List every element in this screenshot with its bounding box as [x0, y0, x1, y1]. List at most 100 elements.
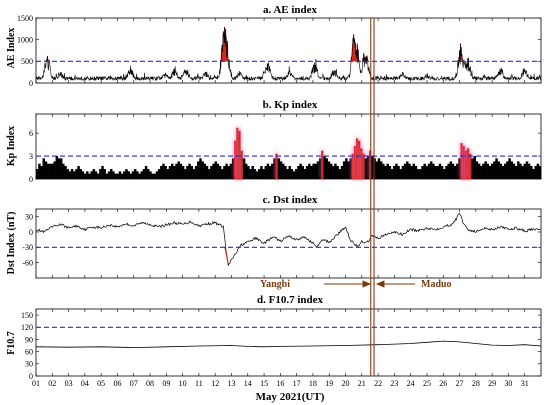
kp-bar — [403, 163, 407, 179]
kp-bar-storm — [466, 148, 470, 179]
kp-bar — [75, 169, 78, 179]
ae-panel-title: a. AE index — [263, 4, 318, 16]
kp-bar — [173, 166, 176, 179]
ae-ytick-label: 500 — [21, 57, 33, 66]
kp-bar — [338, 169, 342, 179]
kp-bar — [157, 169, 161, 179]
kp-bar — [382, 163, 385, 179]
kp-bar — [312, 163, 315, 179]
kp-bar — [125, 169, 128, 179]
x-tick-label: 27 — [456, 379, 464, 388]
kp-ytick-label: 3 — [29, 152, 33, 161]
kp-bar — [92, 169, 96, 179]
kp-bar — [375, 161, 379, 179]
kp-bar — [166, 169, 170, 179]
x-tick-label: 14 — [244, 379, 252, 388]
kp-bar — [530, 166, 533, 179]
kp-bar — [410, 166, 413, 179]
dst-plot: -60 -30 0 30 — [22, 208, 542, 279]
x-tick-label: 04 — [81, 379, 89, 388]
kp-bar — [408, 163, 411, 179]
kp-bar — [181, 166, 185, 179]
kp-bar — [384, 166, 387, 179]
kp-bar — [471, 158, 474, 179]
x-tick-label: 17 — [293, 379, 301, 388]
kp-ylabel: Kp Index — [6, 126, 17, 166]
dst-ytick-label: 0 — [29, 228, 33, 237]
ae-plot: 0 500 1000 1500 — [17, 14, 542, 88]
kp-bar-storm — [360, 148, 363, 179]
kp-bar — [81, 171, 85, 179]
kp-ytick-label: 0 — [29, 175, 33, 184]
kp-bar — [242, 158, 246, 179]
kp-bar — [133, 169, 137, 179]
kp-bar — [490, 163, 494, 179]
kp-bar — [303, 169, 307, 179]
kp-bar — [77, 166, 80, 179]
kp-bar — [436, 166, 439, 179]
kp-bar — [201, 161, 204, 179]
x-tick-label: 26 — [439, 379, 447, 388]
x-tick-label: 24 — [407, 379, 415, 388]
dst-frame — [35, 208, 542, 279]
kp-bar — [96, 173, 100, 179]
kp-bar — [120, 173, 124, 179]
kp-plot: 0 3 6 — [29, 113, 542, 184]
kp-bar — [51, 163, 54, 179]
kp-bar — [260, 166, 263, 179]
kp-bar — [59, 158, 63, 179]
kp-bar — [264, 166, 268, 179]
kp-bar — [323, 156, 326, 179]
kp-bar — [90, 171, 93, 179]
kp-bar — [399, 169, 402, 179]
kp-bar — [255, 171, 259, 179]
kp-bar — [342, 161, 346, 179]
kp-bar — [443, 169, 446, 179]
kp-bar-storm — [351, 153, 354, 179]
kp-bar — [203, 163, 207, 179]
kp-bar — [532, 169, 535, 179]
kp-bar-storm — [460, 143, 463, 179]
kp-bar — [284, 166, 287, 179]
f107-ytick-label: 150 — [21, 311, 33, 320]
kp-bar — [197, 161, 200, 179]
yangbi-arrow — [324, 280, 372, 288]
kp-bar — [44, 161, 48, 179]
kp-bar — [482, 163, 485, 179]
kp-bar — [127, 171, 130, 179]
kp-bar — [373, 158, 376, 179]
dst-series-line — [35, 213, 541, 267]
kp-bar — [527, 163, 531, 179]
kp-bar — [86, 171, 89, 179]
x-tick-label: 23 — [390, 379, 398, 388]
kp-bar — [310, 166, 313, 179]
kp-bar — [475, 161, 479, 179]
x-tick-label: 01 — [32, 379, 40, 388]
x-tick-label: 29 — [488, 379, 496, 388]
kp-bar — [168, 166, 172, 179]
kp-bar — [392, 166, 396, 179]
kp-bar — [160, 166, 163, 179]
f107-series-line — [35, 340, 542, 349]
maduo-arrow — [375, 280, 415, 288]
kp-bar — [118, 171, 122, 179]
kp-bar-storm — [355, 138, 359, 179]
kp-bar — [116, 173, 120, 179]
kp-bar — [42, 158, 46, 179]
f107-plot: 0 30 60 90 120 150 — [21, 308, 542, 381]
kp-ytick-label: 6 — [29, 129, 33, 138]
f107-frame — [35, 308, 542, 377]
kp-bar — [279, 161, 283, 179]
kp-bar — [308, 163, 311, 179]
kp-bar-storm — [362, 153, 365, 179]
kp-bar — [155, 171, 159, 179]
f107-ytick-label: 90 — [25, 335, 33, 344]
kp-bar — [266, 163, 270, 179]
f107-ytick-label: 30 — [25, 360, 33, 369]
kp-bar — [194, 166, 198, 179]
kp-bar — [103, 169, 106, 179]
kp-bar — [49, 163, 52, 179]
kp-bar — [445, 166, 448, 179]
kp-bar — [377, 158, 381, 179]
kp-bar-storm — [369, 150, 372, 179]
